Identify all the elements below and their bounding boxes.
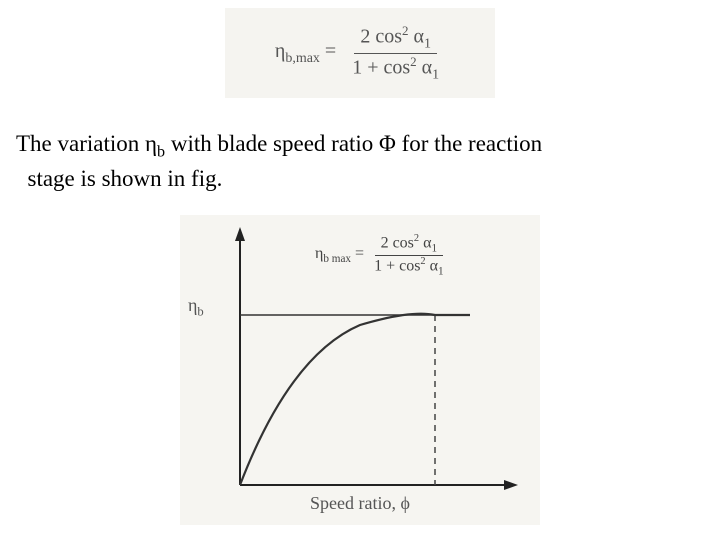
equation-fraction: 2 cos2 α1 1 + cos2 α1 <box>346 23 445 83</box>
y-axis-arrow <box>235 227 245 241</box>
graph-figure: ηb ηb max = 2 cos2 α1 1 + cos2 α1 Speed … <box>180 215 540 525</box>
main-equation: ηb,max = 2 cos2 α1 1 + cos2 α1 <box>225 8 495 98</box>
equation-lhs: ηb,max = <box>275 40 336 67</box>
x-axis-label: Speed ratio, ϕ <box>310 493 410 514</box>
x-axis-arrow <box>504 480 518 490</box>
y-axis-label: ηb <box>188 295 204 320</box>
plot-svg <box>210 215 530 515</box>
caption-text: The variation ηb with blade speed ratio … <box>16 128 696 194</box>
